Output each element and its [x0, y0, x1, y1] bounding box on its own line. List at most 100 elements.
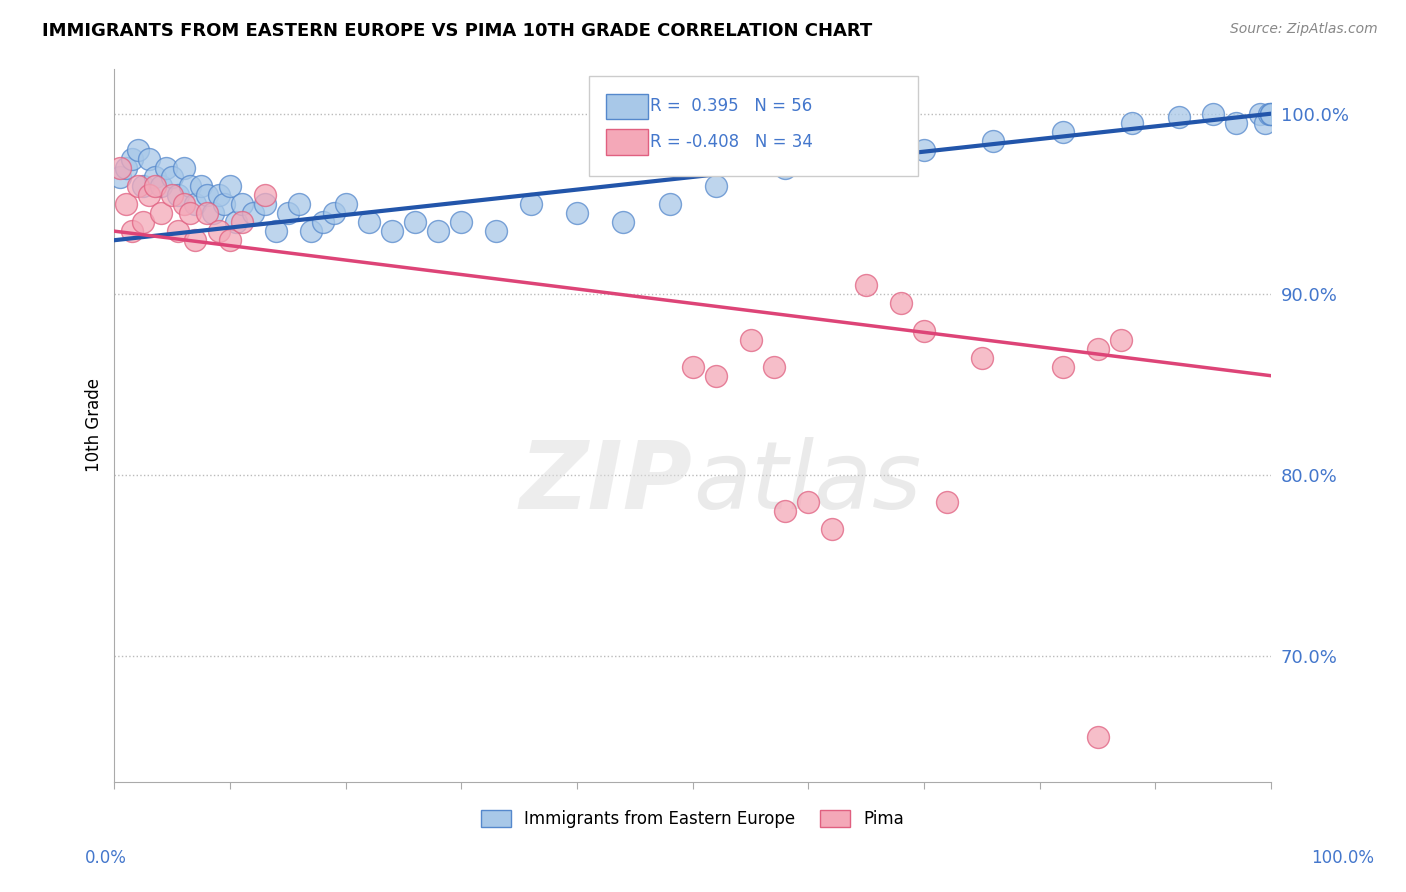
Point: [335, 197, 357, 211]
Legend: Immigrants from Eastern Europe, Pima: Immigrants from Eastern Europe, Pima: [474, 803, 911, 835]
Point: [179, 179, 201, 194]
Point: [844, 152, 866, 166]
Point: [207, 188, 229, 202]
Point: [970, 351, 993, 365]
Point: [190, 179, 212, 194]
Point: [485, 224, 508, 238]
FancyBboxPatch shape: [606, 129, 648, 155]
Point: [797, 495, 820, 509]
Point: [381, 224, 404, 238]
Point: [404, 215, 426, 229]
Point: [225, 215, 247, 229]
Point: [195, 188, 218, 202]
Point: [1052, 125, 1074, 139]
Point: [143, 169, 166, 184]
Text: R = -0.408   N = 34: R = -0.408 N = 34: [650, 133, 813, 151]
Point: [1087, 730, 1109, 744]
Text: ZIP: ZIP: [520, 436, 693, 529]
Point: [1254, 116, 1277, 130]
Point: [162, 188, 184, 202]
Point: [450, 215, 472, 229]
Point: [427, 224, 450, 238]
Point: [167, 188, 190, 202]
Point: [167, 224, 190, 238]
Point: [219, 233, 242, 247]
Point: [323, 206, 346, 220]
Point: [138, 152, 160, 166]
Text: 0.0%: 0.0%: [84, 849, 127, 867]
Point: [1225, 116, 1247, 130]
Point: [149, 179, 172, 194]
Point: [115, 197, 138, 211]
Point: [299, 224, 322, 238]
Point: [277, 206, 299, 220]
Point: [1257, 106, 1279, 120]
Point: [253, 188, 276, 202]
Text: atlas: atlas: [693, 437, 921, 528]
Point: [912, 324, 935, 338]
Point: [704, 368, 727, 383]
Point: [132, 215, 155, 229]
Point: [912, 143, 935, 157]
Text: IMMIGRANTS FROM EASTERN EUROPE VS PIMA 10TH GRADE CORRELATION CHART: IMMIGRANTS FROM EASTERN EUROPE VS PIMA 1…: [42, 22, 873, 40]
Point: [195, 206, 218, 220]
Point: [1087, 342, 1109, 356]
Y-axis label: 10th Grade: 10th Grade: [86, 378, 103, 473]
Point: [184, 197, 207, 211]
Point: [173, 197, 195, 211]
Point: [1167, 111, 1189, 125]
Text: Source: ZipAtlas.com: Source: ZipAtlas.com: [1230, 22, 1378, 37]
Point: [1121, 116, 1143, 130]
Point: [149, 206, 172, 220]
Point: [704, 179, 727, 194]
Point: [1109, 333, 1132, 347]
Point: [121, 152, 143, 166]
Point: [1052, 359, 1074, 374]
Point: [219, 179, 242, 194]
Point: [207, 224, 229, 238]
Point: [115, 161, 138, 175]
Point: [936, 495, 959, 509]
Point: [762, 359, 785, 374]
Point: [682, 359, 704, 374]
Point: [121, 224, 143, 238]
Point: [1260, 106, 1282, 120]
Point: [214, 197, 236, 211]
Point: [108, 169, 131, 184]
Point: [890, 296, 912, 310]
Point: [179, 206, 201, 220]
Point: [1202, 106, 1225, 120]
Point: [1260, 106, 1282, 120]
Point: [184, 233, 207, 247]
Point: [740, 333, 762, 347]
Point: [108, 161, 131, 175]
Point: [231, 197, 253, 211]
Point: [155, 161, 177, 175]
Point: [288, 197, 311, 211]
Point: [855, 278, 877, 293]
Point: [127, 143, 149, 157]
FancyBboxPatch shape: [589, 76, 918, 176]
Point: [820, 522, 842, 536]
Point: [775, 504, 797, 518]
Text: 100.0%: 100.0%: [1312, 849, 1374, 867]
Point: [357, 215, 380, 229]
Point: [565, 206, 588, 220]
Point: [520, 197, 543, 211]
Point: [983, 134, 1005, 148]
Point: [132, 179, 155, 194]
FancyBboxPatch shape: [606, 94, 648, 120]
Point: [127, 179, 149, 194]
Point: [612, 215, 634, 229]
Point: [138, 188, 160, 202]
Point: [253, 197, 276, 211]
Point: [1249, 106, 1271, 120]
Point: [231, 215, 253, 229]
Point: [266, 224, 288, 238]
Point: [143, 179, 166, 194]
Point: [201, 206, 224, 220]
Text: R =  0.395   N = 56: R = 0.395 N = 56: [650, 97, 813, 115]
Point: [658, 197, 681, 211]
Point: [162, 169, 184, 184]
Point: [311, 215, 333, 229]
